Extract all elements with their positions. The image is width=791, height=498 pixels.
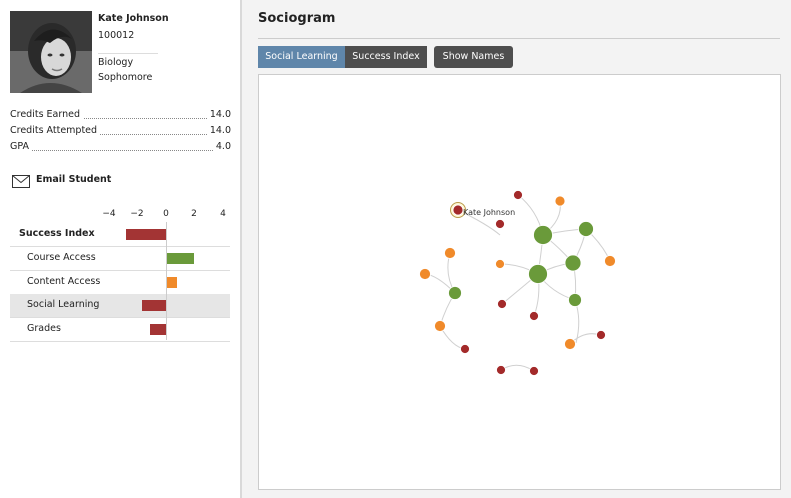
- content-access-label: Content Access: [27, 276, 101, 287]
- stat-leader-dots: [10, 118, 231, 119]
- student-node[interactable]: [419, 268, 431, 280]
- student-node[interactable]: [564, 338, 576, 350]
- focus-student-node[interactable]: [452, 204, 464, 216]
- course-access-label: Course Access: [27, 252, 96, 263]
- course-access-row[interactable]: Course Access: [10, 247, 230, 271]
- social-learning-label: Social Learning: [27, 299, 100, 310]
- student-node[interactable]: [448, 286, 462, 300]
- envelope-icon: [12, 175, 30, 188]
- stat-credits-earned: Credits Earned 14.0: [10, 109, 231, 123]
- social-learning-row[interactable]: Social Learning: [10, 294, 230, 318]
- student-node[interactable]: [529, 311, 539, 321]
- student-photo: [10, 11, 92, 93]
- student-node[interactable]: [564, 254, 582, 272]
- content-access-row[interactable]: Content Access: [10, 271, 230, 295]
- grades-bar: [150, 324, 166, 335]
- sociogram-panel: Sociogram Social Learning Success Index …: [242, 0, 791, 498]
- zero-axis-line: [166, 222, 167, 340]
- stat-leader-dots: [10, 150, 231, 151]
- social-learning-bar: [141, 300, 166, 311]
- grades-row[interactable]: Grades: [10, 318, 230, 342]
- graph-nodes: [419, 190, 616, 376]
- student-name: Kate Johnson: [98, 13, 169, 24]
- graph-edges: [424, 194, 611, 372]
- success-index-row[interactable]: Success Index: [10, 223, 230, 247]
- axis-tick-label: 4: [220, 209, 226, 219]
- student-node[interactable]: [497, 299, 507, 309]
- show-names-button[interactable]: Show Names: [434, 46, 513, 68]
- content-access-bar: [166, 277, 178, 288]
- student-node[interactable]: [554, 195, 566, 207]
- student-node[interactable]: [434, 320, 446, 332]
- student-node[interactable]: [578, 221, 594, 237]
- course-access-bar: [166, 253, 195, 264]
- success-index-label: Success Index: [19, 228, 95, 239]
- success-index-bar: [126, 229, 166, 240]
- axis-tick-label: 0: [163, 209, 169, 219]
- sociogram-canvas[interactable]: Kate Johnson: [258, 74, 781, 490]
- student-major: Biology: [98, 57, 134, 68]
- stat-label: Credits Attempted: [10, 125, 101, 136]
- student-year: Sophomore: [98, 72, 153, 83]
- student-node[interactable]: [460, 344, 470, 354]
- stat-label: GPA: [10, 141, 32, 152]
- axis-tick-label: −4: [102, 209, 116, 219]
- student-node[interactable]: [495, 259, 505, 269]
- social-learning-button[interactable]: Social Learning: [258, 46, 345, 68]
- focus-student-label: Kate Johnson: [463, 208, 515, 217]
- student-node[interactable]: [444, 247, 456, 259]
- grades-label: Grades: [27, 323, 61, 334]
- student-node[interactable]: [495, 219, 505, 229]
- sociogram-graph[interactable]: Kate Johnson: [259, 75, 780, 489]
- stat-gpa: GPA 4.0: [10, 141, 231, 155]
- stat-value: 4.0: [212, 141, 231, 152]
- student-node[interactable]: [496, 365, 506, 375]
- graph-edge: [500, 364, 535, 372]
- student-panel: Kate Johnson 100012 Biology Sophomore Cr…: [0, 0, 242, 498]
- student-node[interactable]: [533, 225, 553, 245]
- stat-value: 14.0: [206, 125, 231, 136]
- axis-tick-label: −2: [130, 209, 144, 219]
- email-student-label: Email Student: [36, 174, 112, 185]
- student-id: 100012: [98, 30, 135, 41]
- student-node[interactable]: [568, 293, 582, 307]
- stat-value: 14.0: [206, 109, 231, 120]
- stat-leader-dots: [10, 134, 231, 135]
- stat-credits-attempted: Credits Attempted 14.0: [10, 125, 231, 139]
- student-info-divider: [98, 53, 158, 54]
- page-title: Sociogram: [258, 11, 336, 26]
- student-node[interactable]: [528, 264, 548, 284]
- student-node[interactable]: [604, 255, 616, 267]
- title-divider: [258, 38, 780, 39]
- student-node[interactable]: [596, 330, 606, 340]
- axis-tick-label: 2: [191, 209, 197, 219]
- student-node[interactable]: [529, 366, 539, 376]
- stat-label: Credits Earned: [10, 109, 83, 120]
- success-index-button[interactable]: Success Index: [345, 46, 427, 68]
- student-node[interactable]: [513, 190, 523, 200]
